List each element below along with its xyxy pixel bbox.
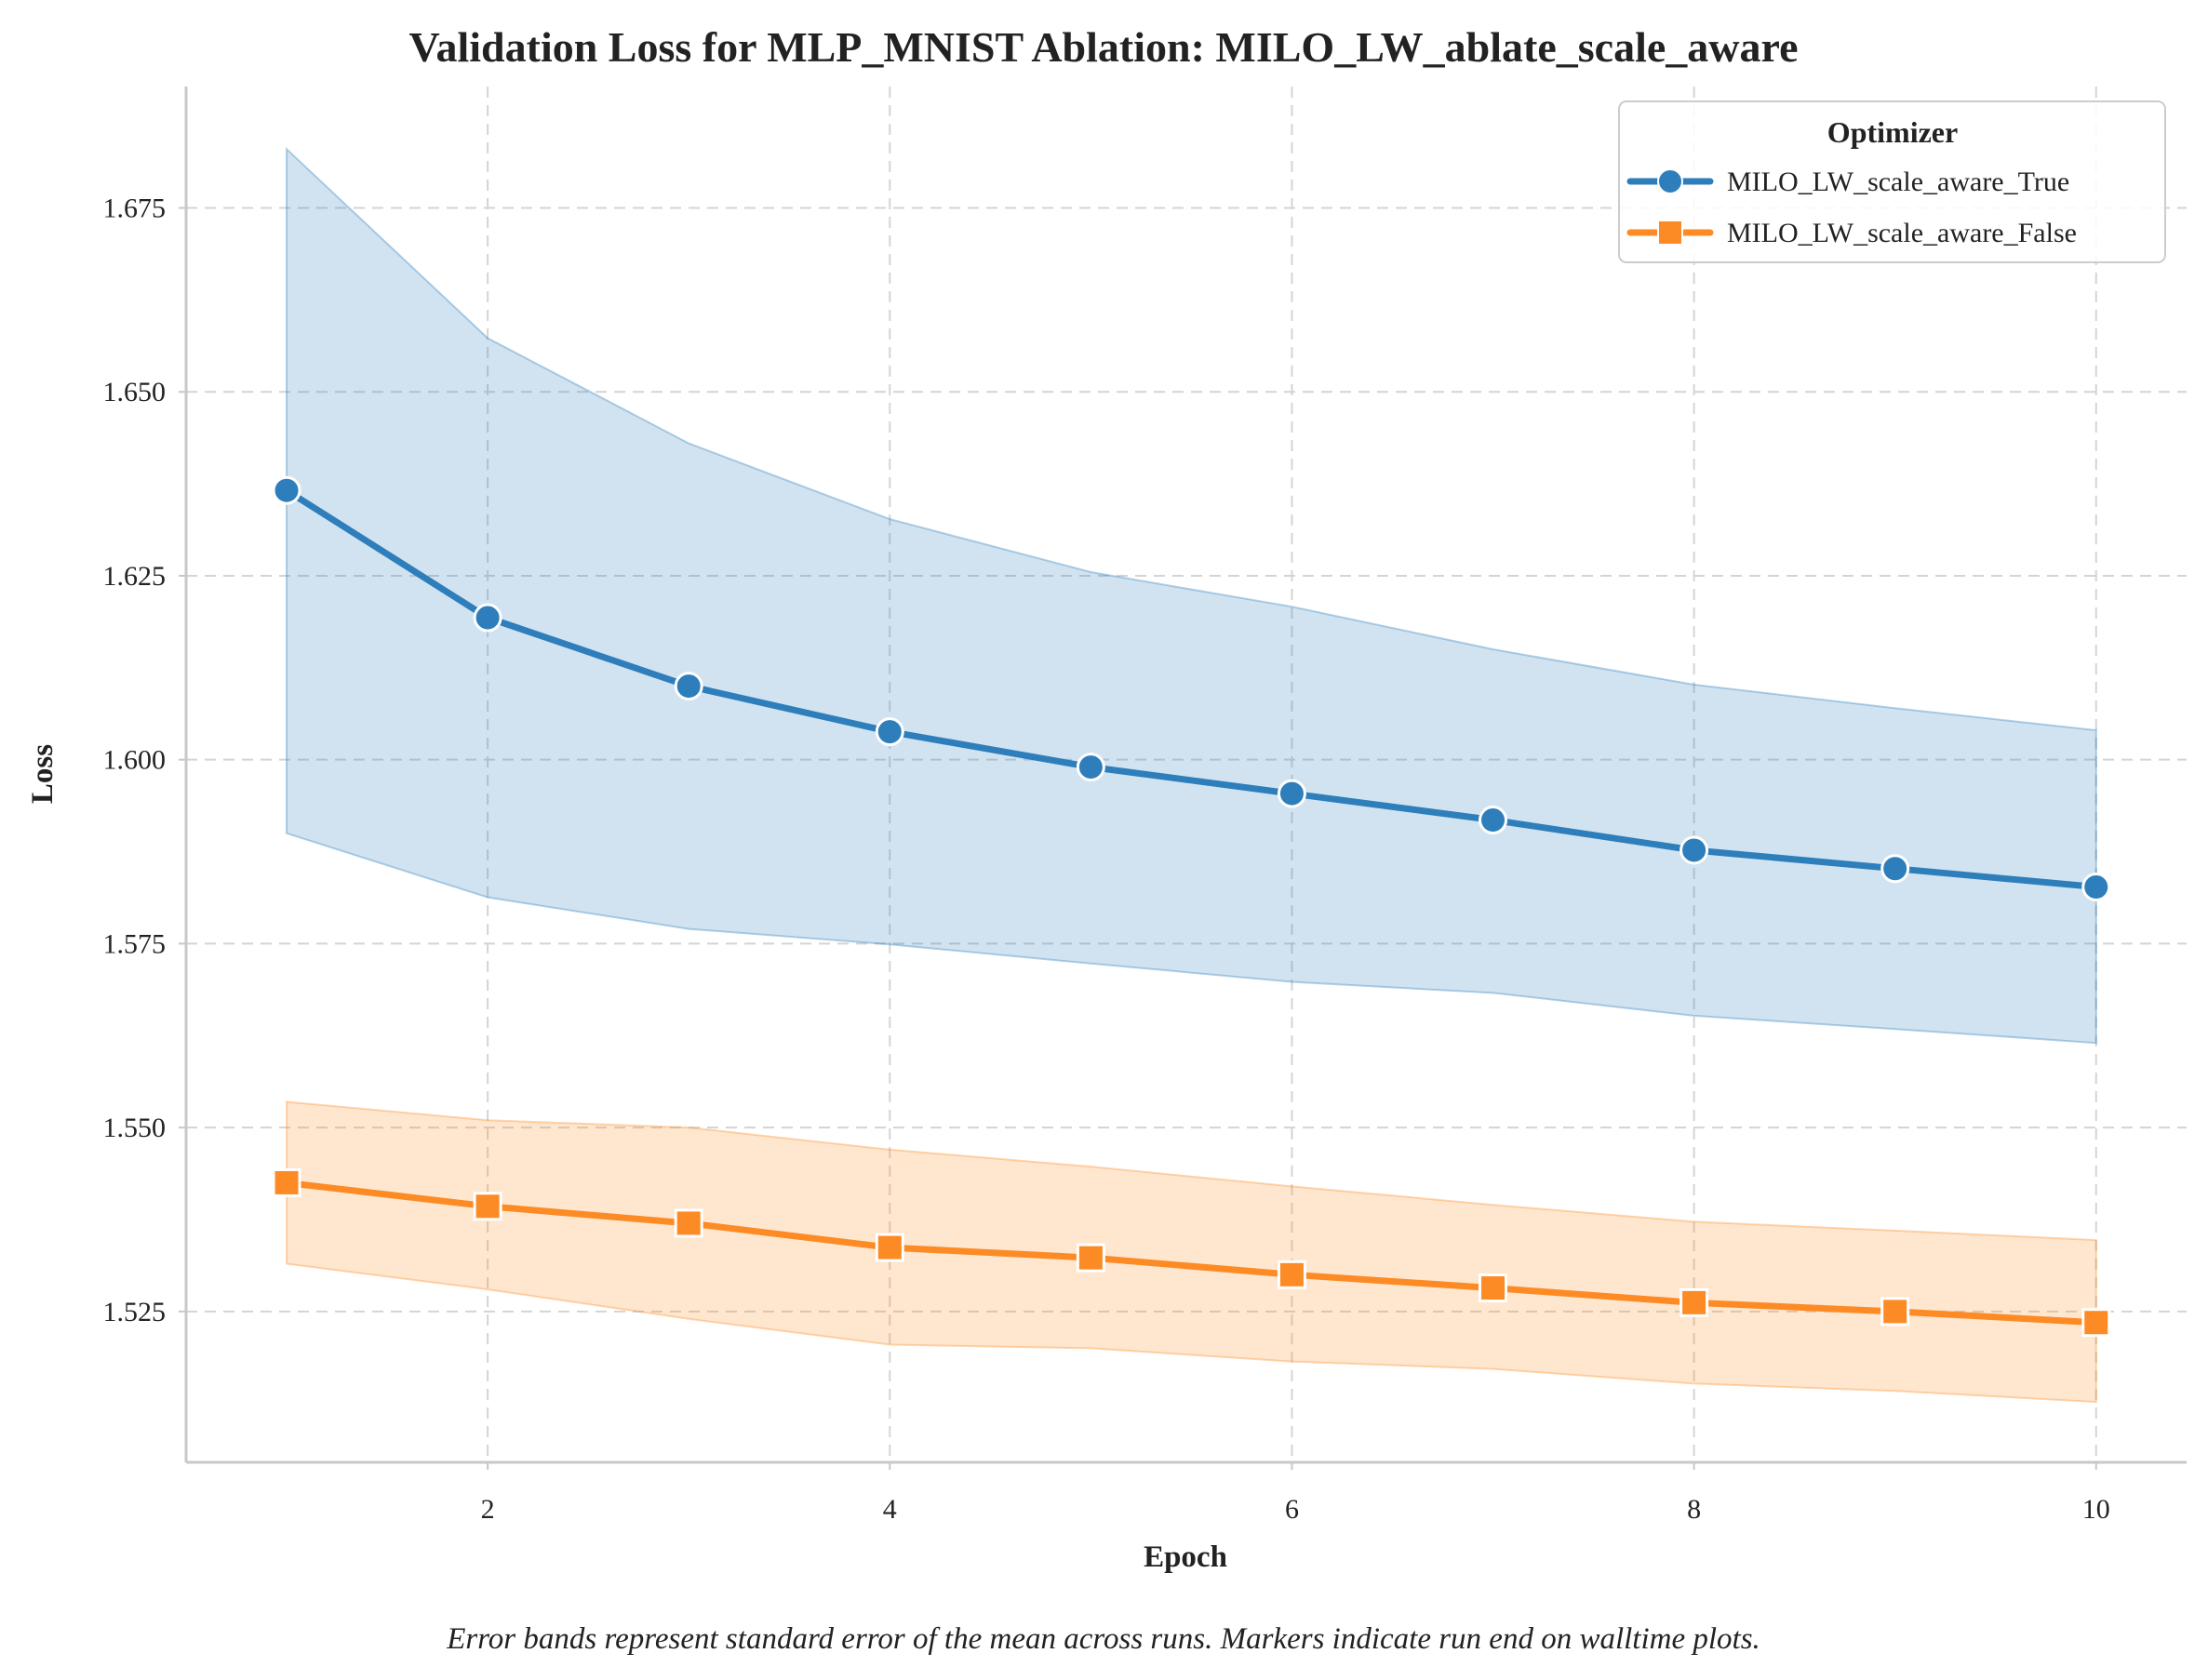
x-tick-label: 6 — [1285, 1494, 1299, 1525]
error-band-false — [286, 1100, 2097, 1404]
data-point-false — [272, 1167, 301, 1197]
data-point-false — [473, 1192, 502, 1221]
y-tick-labels: 1.525 1.550 1.575 1.600 1.625 1.650 1.675 — [103, 193, 186, 1327]
y-tick-label: 1.525 — [103, 1297, 167, 1327]
x-tick-label: 2 — [481, 1494, 495, 1525]
chart-title: Validation Loss for MLP_MNIST Ablation: … — [408, 23, 1798, 71]
legend-marker-circle — [1657, 168, 1683, 194]
legend-label: MILO_LW_scale_aware_True — [1727, 167, 2069, 197]
y-axis-label: Loss — [26, 744, 60, 804]
x-tick-label: 8 — [1687, 1494, 1701, 1525]
data-point-false — [1679, 1287, 1709, 1317]
legend: Optimizer MILO_LW_scale_aware_TrueMILO_L… — [1618, 100, 2166, 263]
x-tick-labels: 2 4 6 8 10 — [481, 1462, 2110, 1525]
legend-entry-true: MILO_LW_scale_aware_True — [1626, 167, 2069, 197]
error-band-true — [286, 146, 2097, 1045]
series-lines — [283, 487, 2100, 1327]
data-point-true — [473, 603, 502, 633]
data-point-false — [1076, 1243, 1105, 1273]
data-point-true — [272, 475, 301, 505]
data-point-false — [875, 1233, 904, 1262]
data-point-false — [1880, 1297, 1910, 1327]
legend-label: MILO_LW_scale_aware_False — [1727, 218, 2077, 248]
series-line-true — [283, 487, 2100, 890]
y-tick-label: 1.625 — [103, 561, 167, 592]
data-point-false — [674, 1208, 703, 1238]
y-tick-label: 1.650 — [103, 377, 167, 407]
data-point-true — [875, 717, 904, 747]
x-axis-label: Epoch — [1144, 1540, 1227, 1574]
x-tick-label: 10 — [2082, 1494, 2110, 1525]
data-point-true — [1076, 753, 1105, 782]
data-point-true — [674, 672, 703, 701]
data-point-true — [2081, 873, 2111, 902]
data-point-false — [1479, 1273, 1508, 1303]
data-point-true — [1679, 835, 1709, 865]
legend-marker-square — [1657, 220, 1683, 246]
data-point-false — [1277, 1260, 1306, 1289]
legend-entry-false: MILO_LW_scale_aware_False — [1626, 218, 2077, 248]
data-point-true — [1277, 779, 1306, 808]
data-point-false — [2081, 1308, 2111, 1338]
error-bands — [286, 146, 2097, 1404]
y-tick-label: 1.600 — [103, 745, 167, 776]
data-point-true — [1479, 806, 1508, 835]
legend-entries: MILO_LW_scale_aware_True MILO_LW_scale_aw… — [1626, 167, 2077, 248]
figure-caption: Error bands represent standard error of … — [446, 1622, 1760, 1656]
y-tick-label: 1.675 — [103, 193, 167, 224]
y-tick-label: 1.550 — [103, 1113, 167, 1143]
x-tick-label: 4 — [883, 1494, 897, 1525]
y-tick-label: 1.575 — [103, 928, 167, 959]
series-markers — [272, 475, 2111, 1338]
data-point-true — [1880, 854, 1910, 884]
series-line-false — [283, 1180, 2100, 1327]
legend-title: Optimizer — [1827, 115, 1958, 149]
legend-box — [1618, 100, 2166, 263]
